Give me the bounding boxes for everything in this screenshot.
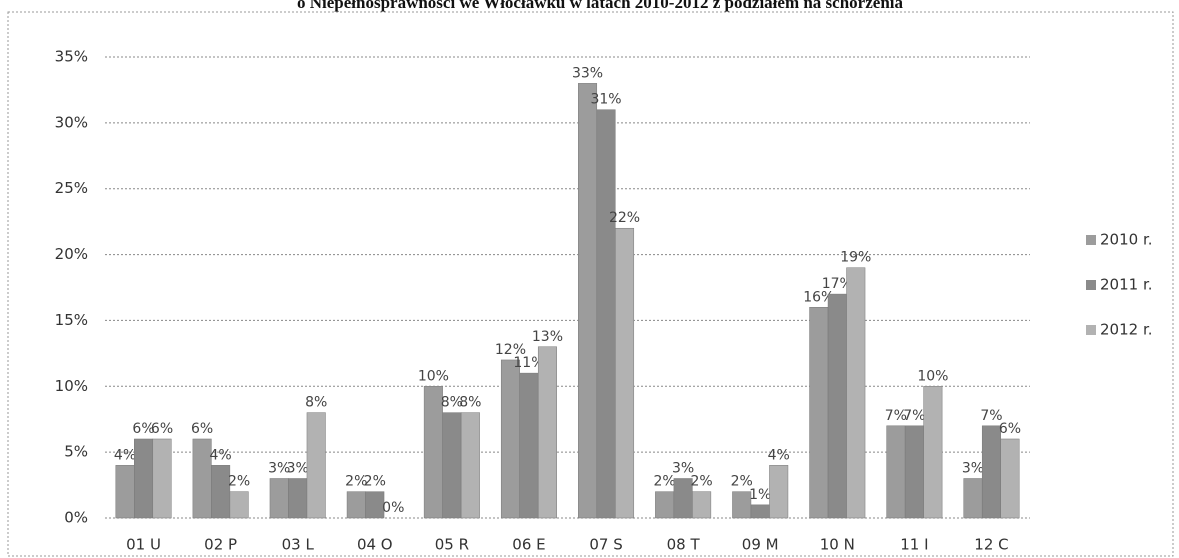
- bar: [904, 425, 924, 519]
- bar: [269, 478, 289, 519]
- value-label: 2%: [345, 474, 367, 490]
- bar: [460, 412, 480, 519]
- value-label: 11%: [513, 355, 544, 371]
- value-label: 4%: [114, 447, 136, 463]
- value-label: 7%: [980, 408, 1002, 424]
- bar: [134, 438, 154, 519]
- y-tick-label: 10%: [55, 377, 88, 395]
- bar: [981, 425, 1001, 519]
- bar: [578, 83, 598, 519]
- y-tick-label: 15%: [55, 311, 88, 329]
- value-label: 6%: [999, 421, 1021, 437]
- value-label: 7%: [903, 408, 925, 424]
- value-label: 17%: [822, 276, 853, 292]
- x-tick-label: 05 R: [435, 536, 469, 554]
- bar: [115, 465, 135, 519]
- bar: [923, 386, 943, 519]
- y-tick-label: 30%: [55, 113, 88, 131]
- value-label: 7%: [885, 408, 907, 424]
- value-label: 6%: [132, 421, 154, 437]
- x-tick-label: 11 I: [900, 536, 928, 554]
- value-label: 8%: [459, 395, 481, 411]
- x-tick-label: 07 S: [589, 536, 622, 554]
- value-label: 33%: [572, 65, 603, 81]
- chart-title: o Niepełnosprawności we Włocławku w lata…: [297, 0, 904, 12]
- bar: [519, 372, 539, 519]
- value-label: 6%: [191, 421, 213, 437]
- x-tick-label: 03 L: [282, 536, 315, 554]
- value-label: 3%: [268, 460, 290, 476]
- legend-swatch: [1086, 280, 1096, 290]
- bar: [537, 346, 557, 519]
- bar: [500, 359, 520, 519]
- bar: [846, 267, 866, 519]
- value-label: 22%: [609, 210, 640, 226]
- bar: [229, 491, 249, 519]
- value-label: 2%: [654, 474, 676, 490]
- x-tick-label: 12 C: [974, 536, 1008, 554]
- y-tick-label: 5%: [64, 443, 88, 461]
- value-label: 2%: [228, 474, 250, 490]
- value-label: 4%: [210, 447, 232, 463]
- bar: [1000, 438, 1020, 519]
- x-tick-label: 02 P: [204, 536, 237, 554]
- value-label: 19%: [840, 250, 871, 266]
- value-label: 3%: [287, 460, 309, 476]
- value-label: 3%: [672, 460, 694, 476]
- value-label: 13%: [532, 329, 563, 345]
- bar: [827, 293, 847, 519]
- x-tick-label: 10 N: [820, 536, 855, 554]
- value-label: 0%: [382, 500, 404, 516]
- bar: [615, 227, 635, 519]
- bar: [692, 491, 712, 519]
- y-tick-label: 35%: [55, 48, 88, 66]
- y-tick-label: 25%: [55, 179, 88, 197]
- value-label: 31%: [590, 92, 621, 108]
- x-tick-label: 01 U: [126, 536, 161, 554]
- value-label: 8%: [441, 395, 463, 411]
- legend-label: 2010 r.: [1100, 231, 1153, 249]
- bar: [886, 425, 906, 519]
- bar: [442, 412, 462, 519]
- value-label: 16%: [803, 289, 834, 305]
- value-label: 8%: [305, 395, 327, 411]
- chart-border: [7, 11, 1174, 557]
- bar: [750, 504, 770, 519]
- bar: [288, 478, 308, 519]
- value-label: 10%: [418, 368, 449, 384]
- value-label: 12%: [495, 342, 526, 358]
- bar: [809, 307, 829, 519]
- bar: [346, 491, 366, 519]
- bar: [152, 438, 172, 519]
- value-label: 4%: [768, 447, 790, 463]
- x-tick-label: 08 T: [667, 536, 701, 554]
- legend-label: 2012 r.: [1100, 321, 1153, 339]
- value-label: 2%: [731, 474, 753, 490]
- y-tick-label: 20%: [55, 245, 88, 263]
- bar: [769, 465, 789, 519]
- x-tick-label: 06 E: [512, 536, 545, 554]
- bar: [596, 109, 616, 519]
- bar: [963, 478, 983, 519]
- value-label: 6%: [151, 421, 173, 437]
- legend-label: 2011 r.: [1100, 276, 1153, 294]
- legend-swatch: [1086, 325, 1096, 335]
- value-label: 3%: [962, 460, 984, 476]
- x-tick-label: 04 O: [357, 536, 393, 554]
- y-tick-label: 0%: [64, 509, 88, 527]
- value-label: 1%: [749, 487, 771, 503]
- bar: [306, 412, 326, 519]
- bar: [655, 491, 675, 519]
- value-label: 10%: [917, 368, 948, 384]
- bar: [365, 491, 385, 519]
- x-tick-label: 09 M: [742, 536, 779, 554]
- value-label: 2%: [364, 474, 386, 490]
- value-label: 2%: [691, 474, 713, 490]
- legend-swatch: [1086, 235, 1096, 245]
